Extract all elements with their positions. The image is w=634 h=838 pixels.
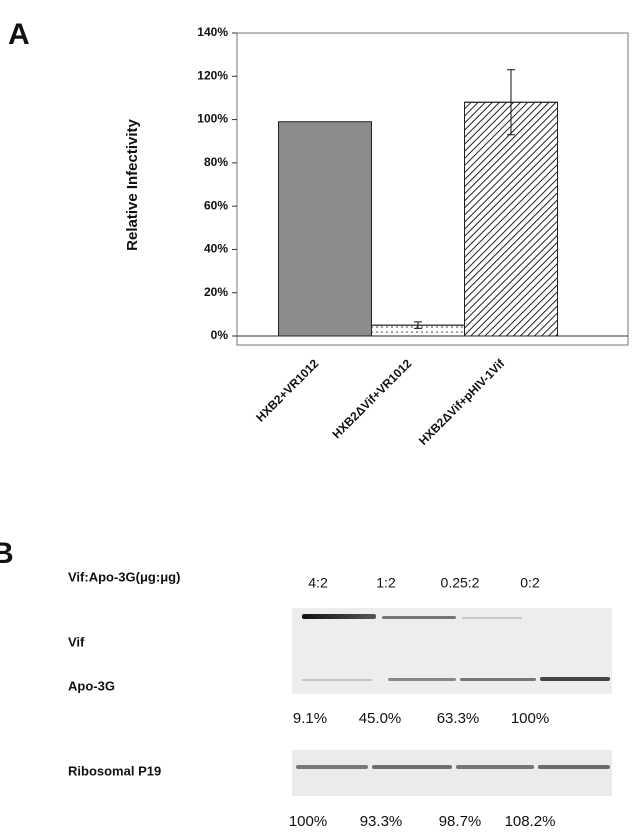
row-label: Apo-3G	[68, 678, 115, 693]
y-tick-label: 100%	[197, 112, 228, 126]
apo-percent: 100%	[511, 710, 549, 727]
row-label: Vif	[68, 634, 85, 649]
band	[456, 765, 534, 769]
y-tick-label: 20%	[204, 285, 228, 299]
y-tick-label: 60%	[204, 198, 228, 212]
lane-label: 0:2	[520, 575, 540, 591]
lane-label: 0.25:2	[441, 575, 480, 591]
x-tick-label: HXB2+VR1012	[253, 356, 321, 424]
band	[382, 616, 456, 619]
y-tick-label: 40%	[204, 242, 228, 256]
bar	[279, 122, 372, 336]
x-tick-label: HXB2ΔVif+pHIV-1Vif	[416, 356, 508, 448]
p19-percent: 108.2%	[505, 813, 556, 830]
apo-percent: 45.0%	[359, 710, 402, 727]
y-tick-label: 140%	[197, 25, 228, 39]
band	[460, 678, 536, 681]
band	[372, 765, 452, 769]
band	[296, 765, 368, 769]
y-axis-label: Relative Infectivity	[124, 118, 141, 250]
lane-label: 4:2	[308, 575, 328, 591]
ratio-label: Vif:Apo-3G(μg:μg)	[68, 569, 180, 584]
p19-percent: 98.7%	[439, 813, 482, 830]
band	[388, 678, 456, 681]
y-tick-label: 0%	[211, 328, 229, 342]
y-tick-label: 120%	[197, 68, 228, 82]
p19-percent: 93.3%	[360, 813, 403, 830]
apo-percent: 63.3%	[437, 710, 480, 727]
lane-label: 1:2	[376, 575, 396, 591]
row-label: Ribosomal P19	[68, 763, 161, 778]
panel-label: A	[8, 18, 30, 51]
p19-percent: 100%	[289, 813, 327, 830]
blot-image	[292, 750, 612, 796]
x-tick-label: HXB2ΔVif+VR1012	[329, 356, 414, 441]
band	[302, 614, 376, 619]
band	[540, 677, 610, 681]
apo-percent: 9.1%	[293, 710, 327, 727]
panel-label: B	[0, 537, 14, 570]
blot-image	[292, 608, 612, 694]
figure: A B Relative Infectivity 0% 20% 40% 60% 80% 1…	[0, 0, 634, 838]
band	[462, 617, 522, 619]
band	[302, 679, 372, 681]
y-tick-label: 80%	[204, 155, 228, 169]
band	[538, 765, 610, 769]
bar-pattern	[465, 102, 558, 336]
